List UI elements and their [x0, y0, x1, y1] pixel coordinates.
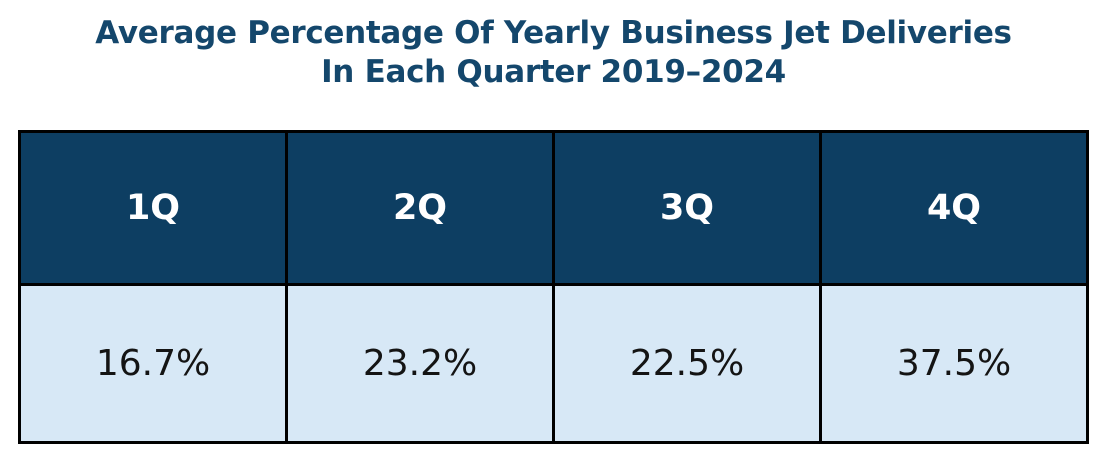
table-header-row: 1Q 2Q 3Q 4Q	[18, 130, 1089, 286]
chart-title: Average Percentage Of Yearly Business Je…	[0, 14, 1107, 92]
chart-title-line-2: In Each Quarter 2019–2024	[321, 54, 786, 90]
header-cell-4q: 4Q	[819, 130, 1089, 286]
value-cell-2q: 23.2%	[285, 283, 555, 444]
header-cell-3q: 3Q	[552, 130, 822, 286]
value-cell-3q: 22.5%	[552, 283, 822, 444]
header-cell-1q: 1Q	[18, 130, 288, 286]
value-cell-4q: 37.5%	[819, 283, 1089, 444]
header-cell-2q: 2Q	[285, 130, 555, 286]
chart-title-line-1: Average Percentage Of Yearly Business Je…	[95, 15, 1012, 51]
quarterly-deliveries-table: 1Q 2Q 3Q 4Q 16.7% 23.2% 22.5% 37.5%	[18, 130, 1089, 444]
table-value-row: 16.7% 23.2% 22.5% 37.5%	[18, 283, 1089, 444]
value-cell-1q: 16.7%	[18, 283, 288, 444]
